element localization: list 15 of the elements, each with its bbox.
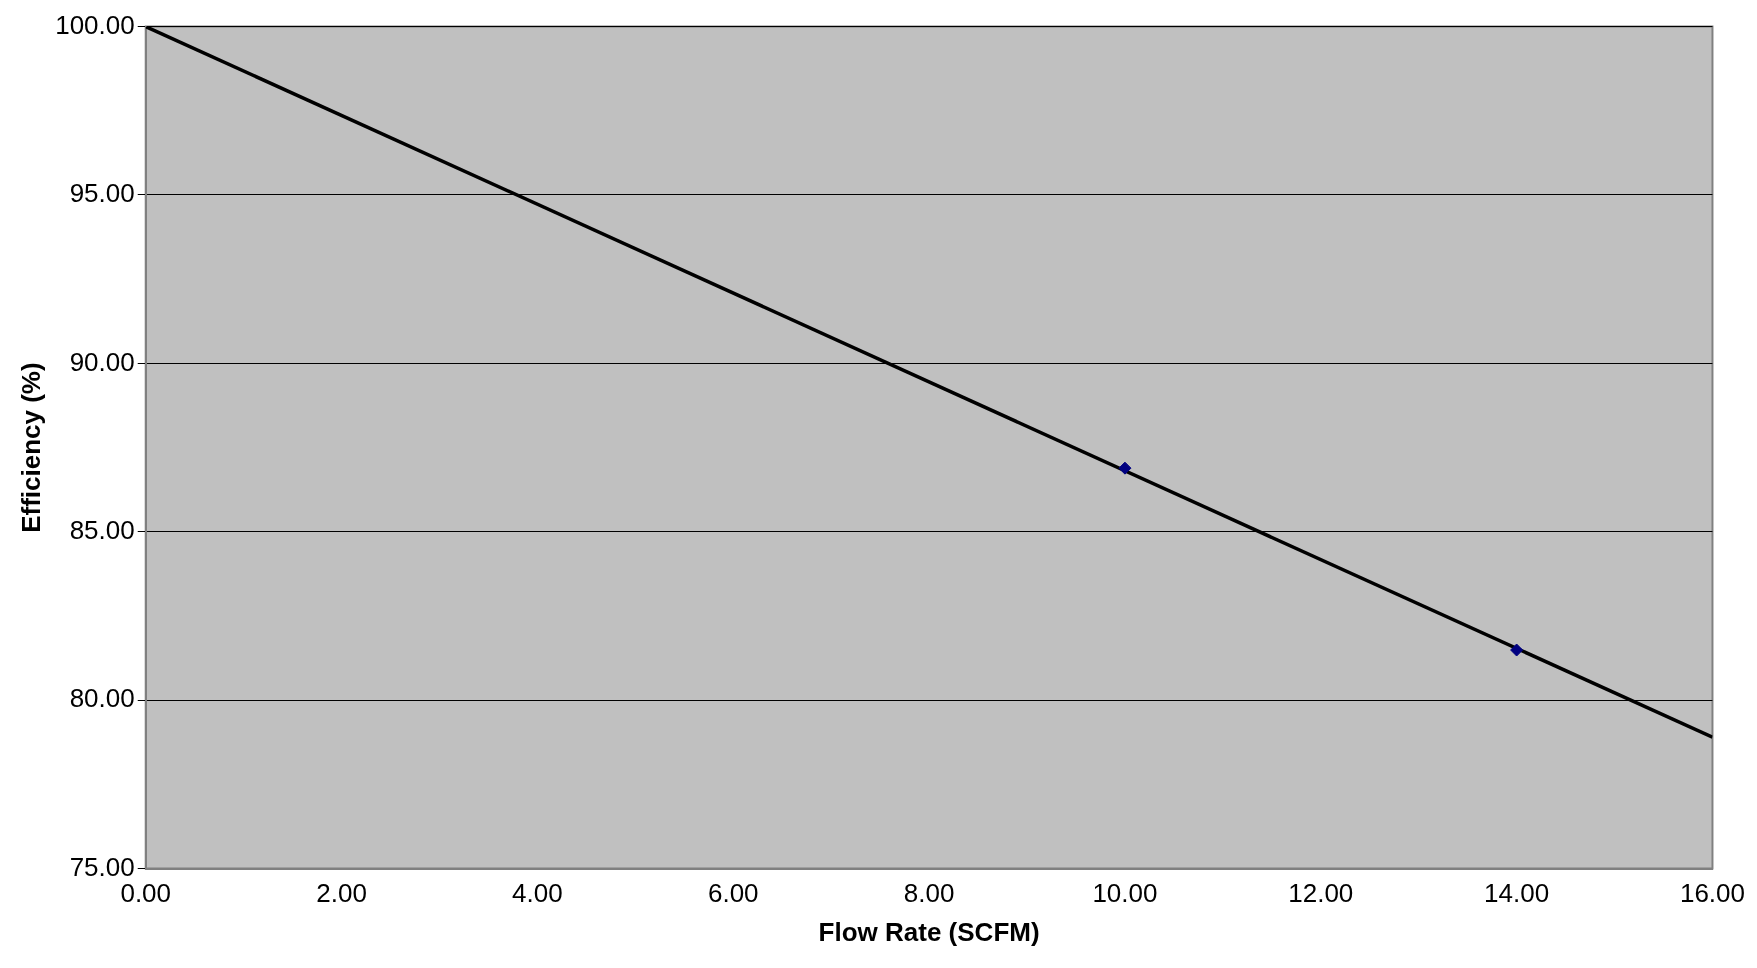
x-tick-label: 6.00 [707, 878, 759, 909]
x-tick-label: 2.00 [316, 878, 367, 909]
y-tick-label: 90.00 [69, 346, 135, 377]
x-tick-label: 12.00 [1288, 878, 1354, 909]
x-tick-label: 4.00 [512, 878, 563, 909]
y-tick-label: 85.00 [69, 514, 135, 545]
x-axis-title: Flow Rate (SCFM) [818, 916, 1040, 947]
x-tick-label: 14.00 [1484, 878, 1550, 909]
x-tick-label: 10.00 [1092, 878, 1158, 909]
x-tick-label: 16.00 [1679, 878, 1746, 909]
y-tick-label: 95.00 [69, 178, 135, 209]
y-axis-title: Efficiency (%) [15, 362, 46, 533]
y-tick-label: 100.00 [55, 9, 135, 40]
x-tick-label: 8.00 [903, 878, 955, 909]
y-tick-label: 80.00 [69, 683, 135, 714]
